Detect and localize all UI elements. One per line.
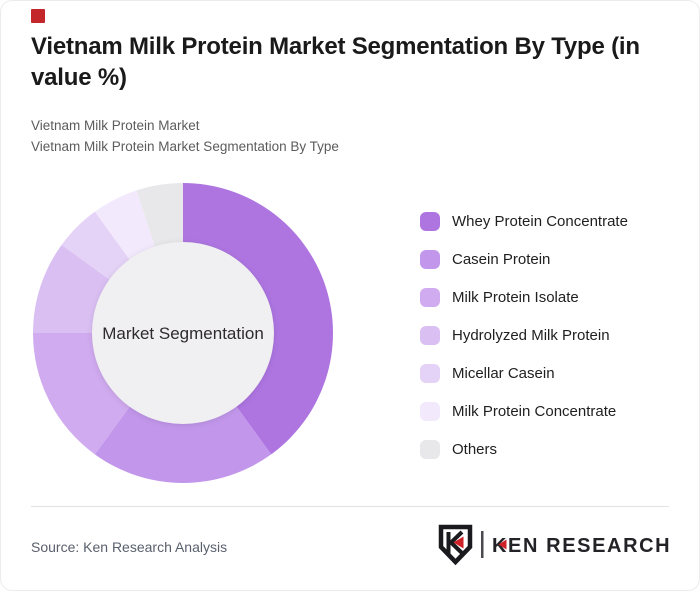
footer: Source: Ken Research Analysis KEN RESEAR… <box>31 506 670 576</box>
legend-swatch-icon <box>420 249 440 269</box>
logo-wordmark: KEN RESEARCH <box>492 535 669 557</box>
legend-swatch-icon <box>420 287 440 307</box>
ken-research-logo: KEN RESEARCH <box>437 524 670 571</box>
logo-divider <box>481 531 484 558</box>
legend-swatch-icon <box>420 439 440 459</box>
legend-label: Milk Protein Concentrate <box>452 402 617 420</box>
legend-label: Hydrolyzed Milk Protein <box>452 326 610 344</box>
legend-swatch-icon <box>420 363 440 383</box>
legend-item-6[interactable]: Others <box>420 439 628 459</box>
legend-swatch-icon <box>420 325 440 345</box>
donut-chart: Market Segmentation <box>33 183 333 483</box>
legend-label: Micellar Casein <box>452 364 555 382</box>
donut-svg: Market Segmentation <box>33 183 333 483</box>
legend-item-1[interactable]: Casein Protein <box>420 249 628 269</box>
source-note: Source: Ken Research Analysis <box>31 539 228 555</box>
legend-item-0[interactable]: Whey Protein Concentrate <box>420 211 628 231</box>
logo-k-arrow <box>498 539 507 550</box>
legend: Whey Protein Concentrate Casein Protein Mi… <box>420 183 628 477</box>
legend-swatch-icon <box>420 211 440 231</box>
subtitle-line-1: Vietnam Milk Protein Market <box>31 118 200 133</box>
subtitle-block: Vietnam Milk Protein Market Vietnam Milk… <box>31 115 669 157</box>
legend-label: Whey Protein Concentrate <box>452 212 628 230</box>
chart-row: Market Segmentation Whey Protein Concent… <box>31 183 669 483</box>
legend-label: Milk Protein Isolate <box>452 288 579 306</box>
legend-item-2[interactable]: Milk Protein Isolate <box>420 287 628 307</box>
ken-research-logo-svg: KEN RESEARCH <box>438 524 670 566</box>
red-marker-icon <box>31 9 45 23</box>
legend-item-3[interactable]: Hydrolyzed Milk Protein <box>420 325 628 345</box>
legend-label: Casein Protein <box>452 250 551 268</box>
shield-k-icon <box>438 524 473 566</box>
legend-label: Others <box>452 440 498 458</box>
subtitle-line-2: Vietnam Milk Protein Market Segmentation… <box>31 139 339 154</box>
legend-swatch-icon <box>420 401 440 421</box>
page-title: Vietnam Milk Protein Market Segmentation… <box>31 33 640 91</box>
legend-item-4[interactable]: Micellar Casein <box>420 363 628 383</box>
donut-center-label: Market Segmentation <box>102 324 264 343</box>
legend-item-5[interactable]: Milk Protein Concentrate <box>420 401 628 421</box>
donut-inner-circle <box>92 242 274 424</box>
